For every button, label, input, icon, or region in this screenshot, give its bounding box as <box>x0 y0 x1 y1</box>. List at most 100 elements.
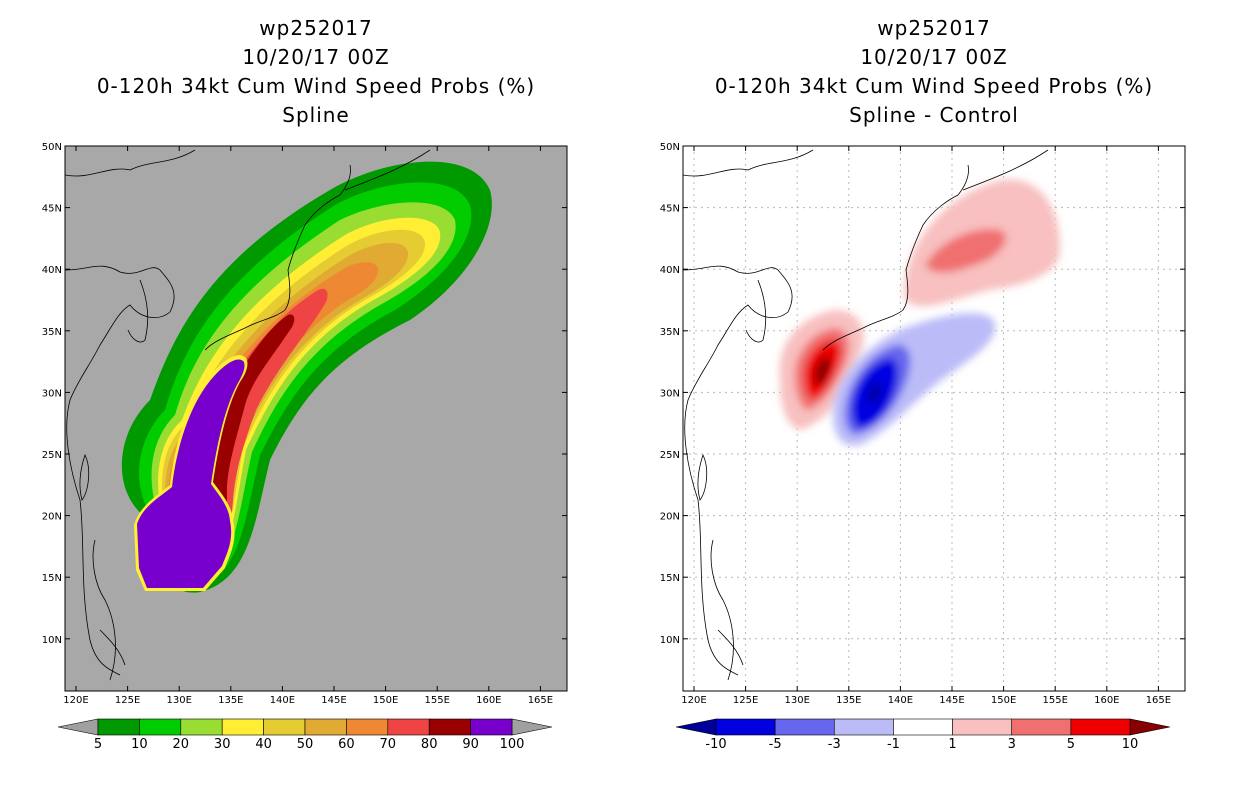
colorbar-label: 10 <box>1122 737 1139 752</box>
colorbar-label: 30 <box>214 737 231 752</box>
colorbar-label: -5 <box>769 737 782 752</box>
coast-japan <box>822 164 969 351</box>
lon-tick-label: 155E <box>424 695 449 706</box>
lat-tick-label: 20N <box>42 512 62 523</box>
storm-id: wp252017 <box>877 16 991 40</box>
lon-tick-label: 125E <box>115 695 140 706</box>
lat-tick-label: 25N <box>660 450 680 461</box>
coast-philippines <box>710 539 744 681</box>
coastlines <box>683 149 1049 681</box>
colorbar-swatch <box>952 718 1013 736</box>
map-axis-ticks: 120E 125E 130E 135E 140E 145E 150E 155E 160E 165E… <box>42 142 567 706</box>
lat-tick-label: 15N <box>660 573 680 584</box>
coast-taiwan <box>697 453 708 501</box>
prob-contour-100 <box>137 359 245 588</box>
lon-tick-label: 130E <box>784 695 809 706</box>
colorbar-swatch <box>1070 718 1131 736</box>
coast-kuril <box>962 149 1049 191</box>
difference-field <box>779 179 1060 446</box>
panel-subtitle: Spline - Control <box>849 103 1019 127</box>
colorbar-label: 20 <box>173 737 190 752</box>
colorbar-label: 70 <box>380 737 397 752</box>
forecast-time: 10/20/17 00Z <box>242 45 390 69</box>
lat-tick-label: 40N <box>42 265 62 276</box>
colorbar-swatch <box>470 718 513 736</box>
lon-tick-label: 135E <box>218 695 243 706</box>
lat-tick-label: 35N <box>660 327 680 338</box>
colorbar-label: 100 <box>500 737 525 752</box>
lat-tick-label: 50N <box>42 142 62 153</box>
lat-tick-label: 50N <box>660 142 680 153</box>
panel-subtitle: Spline <box>282 103 350 127</box>
coast-taiwan <box>79 453 90 501</box>
product-name: 0-120h 34kt Cum Wind Speed Probs (%) <box>96 74 536 98</box>
colorbar-label: 80 <box>421 737 438 752</box>
colorbar-swatch <box>833 718 894 736</box>
lon-tick-label: 125E <box>733 695 758 706</box>
colorbar-label: 90 <box>462 737 479 752</box>
coast-philippines <box>92 539 126 681</box>
colorbar-label: -10 <box>705 737 726 752</box>
lon-tick-label: 160E <box>476 695 501 706</box>
probability-field <box>121 161 492 593</box>
colorbar-over-arrow <box>511 718 553 736</box>
colorbar-under-arrow <box>675 718 717 736</box>
lat-tick-label: 25N <box>42 450 62 461</box>
lon-tick-label: 140E <box>888 695 913 706</box>
lon-tick-label: 140E <box>270 695 295 706</box>
colorbar-label: 40 <box>255 737 272 752</box>
lat-tick-label: 10N <box>660 635 680 646</box>
lon-tick-label: 145E <box>939 695 964 706</box>
lat-tick-label: 20N <box>660 512 680 523</box>
colorbar-swatch <box>180 718 223 736</box>
colorbar-swatch <box>893 718 953 736</box>
colorbar-swatch <box>428 718 471 736</box>
colorbar-label: 5 <box>94 737 102 752</box>
lon-tick-label: 135E <box>836 695 861 706</box>
map-frame <box>682 145 1186 692</box>
lat-tick-label: 30N <box>660 388 680 399</box>
colorbar-swatch <box>97 718 140 736</box>
lon-tick-label: 145E <box>321 695 346 706</box>
right-panel-title: wp252017 10/20/17 00Z 0-120h 34kt Cum Wi… <box>683 14 1185 130</box>
colorbar-label: 1 <box>948 737 956 752</box>
lat-tick-label: 40N <box>660 265 680 276</box>
coast-mainland-asia <box>683 149 814 676</box>
colorbar-label: 50 <box>297 737 314 752</box>
map-axis-ticks: 120E 125E 130E 135E 140E 145E 150E 155E 160E 165E… <box>660 142 1185 706</box>
colorbar-swatch <box>263 718 306 736</box>
negative-anomaly <box>832 313 996 446</box>
coast-korea <box>127 279 149 343</box>
storm-id: wp252017 <box>259 16 373 40</box>
colorbar-swatch <box>346 718 389 736</box>
lat-tick-label: 30N <box>42 388 62 399</box>
lon-tick-label: 160E <box>1094 695 1119 706</box>
right-colorbar: -10 -5 -3 -1 1 3 5 10 <box>675 718 1171 752</box>
colorbar-label: 10 <box>131 737 148 752</box>
lon-tick-label: 150E <box>373 695 398 706</box>
lon-tick-label: 120E <box>63 695 88 706</box>
coast-kuril <box>344 149 431 191</box>
product-name: 0-120h 34kt Cum Wind Speed Probs (%) <box>714 74 1154 98</box>
lon-tick-label: 150E <box>991 695 1016 706</box>
colorbar-label: 5 <box>1067 737 1075 752</box>
left-colorbar: 5 10 20 30 40 50 60 70 80 90 100 <box>57 718 553 752</box>
colorbar-under-arrow <box>57 718 99 736</box>
lat-tick-label: 35N <box>42 327 62 338</box>
left-map: 120E 125E 130E 135E 140E 145E 150E 155E 160E 165E… <box>42 142 568 706</box>
coast-mainland-asia <box>65 149 196 676</box>
map-frame <box>64 145 568 692</box>
positive-anomaly-south <box>779 310 864 430</box>
lon-tick-label: 120E <box>681 695 706 706</box>
left-panel-title: wp252017 10/20/17 00Z 0-120h 34kt Cum Wi… <box>65 14 567 130</box>
lat-tick-label: 10N <box>42 635 62 646</box>
coast-japan <box>204 164 351 351</box>
colorbar-label: -3 <box>828 737 841 752</box>
colorbar-swatch <box>221 718 264 736</box>
colorbar-swatch <box>304 718 347 736</box>
colorbar-swatch <box>1011 718 1072 736</box>
colorbar-label: 3 <box>1008 737 1016 752</box>
lon-tick-label: 165E <box>528 695 553 706</box>
colorbar-label: -1 <box>887 737 900 752</box>
